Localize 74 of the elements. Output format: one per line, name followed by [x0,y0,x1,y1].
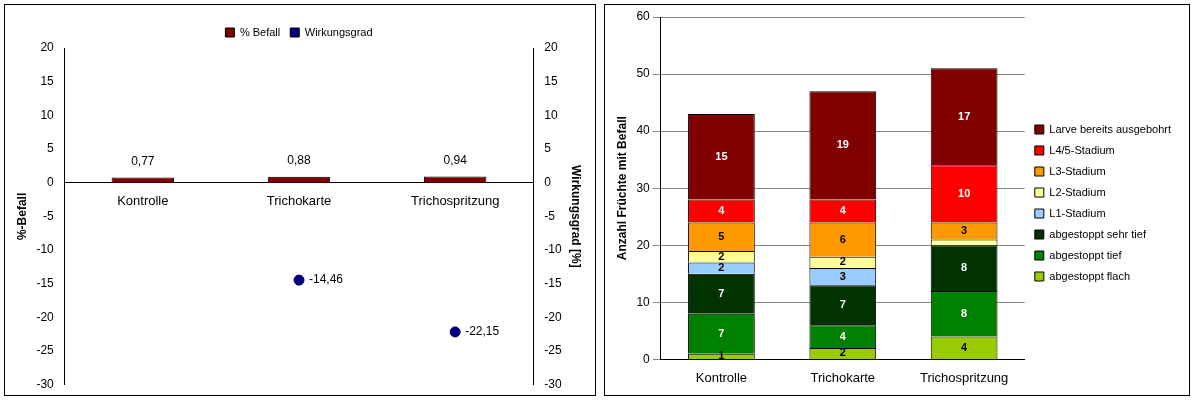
x-tick-label: Kontrolle [117,193,169,209]
y-tick-label: 20 [40,40,55,55]
y2-tick-label: -5 [544,208,556,223]
data-label: 7 [839,298,846,311]
data-label: 7 [718,326,725,339]
y-tick-label: -25 [36,343,55,358]
y2-axis-title: Wirkungsgrad [%] [569,165,584,268]
legend-label: L4/5-Stadium [1049,143,1115,156]
y-tick-label: -15 [36,276,55,291]
x-tick-label: Trichokarte [810,369,876,385]
y-tick-label: -20 [36,309,55,324]
y2-tick-label: -20 [544,309,562,324]
data-label: 5 [718,229,725,242]
y-tick-label: 50 [636,66,651,81]
y-tick-label: 60 [636,9,651,24]
data-label: 19 [836,138,849,151]
data-label: 8 [961,261,968,274]
y-tick-label: 30 [636,180,651,195]
data-label: 4 [839,329,847,342]
x-tick-label: Trichokarte [266,193,332,209]
data-label: 4 [961,340,969,353]
legend-label: % Befall [239,25,281,38]
data-label: 0,94 [443,152,468,167]
data-label: 6 [839,232,846,245]
data-label: 8 [961,306,968,319]
data-label: -22,15 [465,324,500,339]
legend-label: abgestoppt tief [1049,248,1123,261]
y2-tick-label: -10 [544,242,562,257]
x-tick-label: Trichospritzung [410,193,500,209]
y-tick-label: 40 [636,123,651,138]
y-tick-label: 5 [47,141,55,156]
y-tick-label: -10 [36,242,55,257]
y2-tick-label: 0 [544,175,552,190]
legend-label: L3-Stadium [1049,164,1106,177]
legend-label: L1-Stadium [1049,206,1106,219]
y-tick-label: 15 [40,73,55,88]
data-label: 4 [718,204,726,217]
legend-label: abgestoppt sehr tief [1049,227,1147,240]
legend-label: L2-Stadium [1049,185,1106,198]
data-label: 1 [718,349,725,362]
y2-tick-label: -25 [544,343,562,358]
y-tick-label: 10 [636,294,651,309]
y2-tick-label: 10 [544,107,558,122]
y2-tick-label: 20 [544,40,558,55]
y-tick-label: 0 [47,175,55,190]
y-tick-label: 10 [40,107,55,122]
legend-label: abgestoppt flach [1049,269,1131,282]
y-axis-title: %-Befall [14,192,29,241]
y2-tick-label: -30 [544,377,562,392]
data-label: 2 [718,261,725,274]
y2-tick-label: -15 [544,276,562,291]
x-tick-label: Trichospritzung [919,369,1009,385]
data-label: 3 [961,224,968,237]
data-label: 0,88 [287,153,311,168]
legend-label: Wirkungsgrad [304,25,373,38]
data-label: 2 [718,249,725,262]
y2-tick-label: 15 [544,73,558,88]
y-tick-label: -30 [36,377,55,392]
data-label: -14,46 [309,272,344,287]
y2-tick-label: 5 [544,141,552,156]
data-label: 10 [958,186,971,199]
y-tick-label: 0 [643,351,651,366]
data-label: 2 [839,255,846,268]
data-label: 4 [839,204,847,217]
y-tick-label: 20 [636,237,651,252]
y-axis-title: Anzahl Früchte mit Befall [614,116,629,261]
legend-label: Larve bereits ausgebohrt [1049,122,1171,135]
x-tick-label: Kontrolle [695,369,748,385]
y-tick-label: -5 [43,208,55,223]
data-label: 7 [718,286,725,299]
data-label: 15 [715,149,728,162]
data-label: 17 [958,109,971,122]
data-label: 0,77 [131,153,155,168]
data-label: 3 [839,269,846,282]
